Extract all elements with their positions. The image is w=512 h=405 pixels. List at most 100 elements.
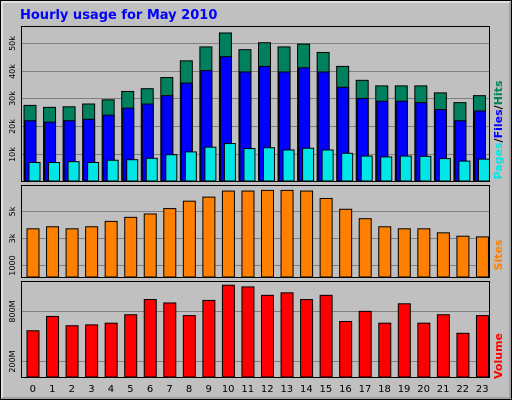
bar-volume [46, 315, 60, 378]
legend-sites: Sites [492, 239, 505, 270]
bar-sites [300, 190, 314, 278]
x-tick-label: 15 [320, 384, 333, 395]
bar-sites [26, 228, 40, 278]
bar-pages [204, 146, 217, 182]
y-tick-label-hits: 20k [8, 119, 17, 134]
bar-volume [456, 332, 470, 378]
y-tick-label-volume: 200M [8, 350, 17, 372]
bar-pages [67, 161, 80, 182]
y-tick-label-sites: 5k [8, 206, 17, 216]
bar-volume [26, 330, 40, 378]
legend-separator: / [492, 137, 505, 142]
bar-sites [397, 228, 411, 278]
bar-sites [261, 189, 274, 278]
bar-volume [85, 324, 99, 378]
x-tick-label: 11 [241, 384, 254, 395]
bar-pages [28, 162, 41, 182]
x-tick-label: 10 [222, 384, 235, 395]
bar-volume [124, 314, 138, 378]
bar-volume [202, 299, 216, 378]
bar-volume [339, 320, 353, 378]
y-tick-label-hits: 10k [8, 147, 17, 162]
chart-title: Hourly usage for May 2010 [20, 8, 217, 23]
bar-volume [182, 315, 196, 378]
bar-sites [436, 232, 450, 278]
x-tick-label: 19 [398, 384, 411, 395]
bar-volume [241, 286, 255, 378]
bar-pages [380, 156, 393, 182]
bar-volume [221, 284, 235, 378]
x-tick-label: 22 [456, 384, 469, 395]
bar-pages [341, 152, 354, 182]
legend-hits: Hits [492, 80, 505, 105]
legend-files: Files [492, 109, 505, 139]
bar-volume [261, 294, 274, 378]
bar-pages [126, 159, 139, 182]
x-tick-label: 3 [88, 384, 94, 395]
bar-pages [87, 162, 100, 182]
x-tick-label: 4 [108, 384, 114, 395]
bar-volume [397, 303, 411, 378]
x-tick-label: 12 [261, 384, 274, 395]
bar-sites [104, 220, 118, 278]
bar-volume [300, 299, 314, 378]
bar-pages [145, 157, 158, 182]
x-tick-label: 1 [49, 384, 55, 395]
bar-volume [417, 322, 431, 378]
bar-volume [436, 314, 450, 378]
bar-sites [163, 208, 177, 278]
x-tick-label: 5 [127, 384, 133, 395]
panel-sites-frame [21, 185, 490, 278]
x-tick-label: 6 [147, 384, 153, 395]
x-tick-label: 14 [300, 384, 313, 395]
bar-pages [302, 147, 315, 182]
x-tick-label: 21 [437, 384, 450, 395]
bar-sites [182, 200, 196, 278]
y-tick-label-hits: 50k [8, 36, 17, 51]
bar-sites [358, 218, 372, 278]
bar-volume [143, 299, 157, 378]
bar-pages [419, 155, 432, 182]
bar-pages [360, 155, 373, 182]
x-tick-label: 8 [186, 384, 192, 395]
bar-volume [378, 322, 392, 378]
legend-separator: / [492, 104, 505, 109]
bar-sites [65, 228, 79, 278]
x-tick-label: 18 [378, 384, 391, 395]
bar-sites [221, 190, 235, 278]
bar-pages [48, 162, 61, 182]
x-tick-label: 13 [280, 384, 293, 395]
bar-sites [46, 226, 60, 278]
x-tick-label: 23 [476, 384, 489, 395]
x-tick-label: 16 [339, 384, 352, 395]
bar-sites [241, 190, 255, 278]
y-tick-label-hits: 30k [8, 91, 17, 106]
bar-volume [475, 315, 489, 378]
y-tick-label-volume: 800M [8, 300, 17, 322]
bar-sites [85, 226, 99, 278]
bar-pages [243, 148, 256, 182]
x-tick-label: 20 [417, 384, 430, 395]
bar-volume [319, 294, 333, 378]
bar-sites [124, 216, 138, 278]
bar-volume [104, 322, 118, 378]
bar-sites [202, 196, 216, 278]
bar-sites [417, 228, 431, 278]
bar-volume [163, 302, 177, 378]
y-tick-label-sites: 1000 [8, 255, 17, 275]
bar-sites [143, 213, 157, 278]
y-tick-label-sites: 3k [8, 233, 17, 243]
bar-sites [319, 197, 333, 278]
legend-sites-group: Sites [492, 239, 505, 270]
x-tick-label: 0 [30, 384, 36, 395]
x-tick-label: 9 [205, 384, 211, 395]
bar-pages [165, 154, 178, 182]
legend-hits-files-pages: Pages/Files/Hits [492, 80, 505, 179]
bar-sites [456, 235, 470, 278]
bar-pages [458, 160, 471, 182]
bar-pages [282, 149, 295, 182]
legend-volume-group: Volume [492, 333, 505, 379]
bar-sites [339, 208, 353, 278]
